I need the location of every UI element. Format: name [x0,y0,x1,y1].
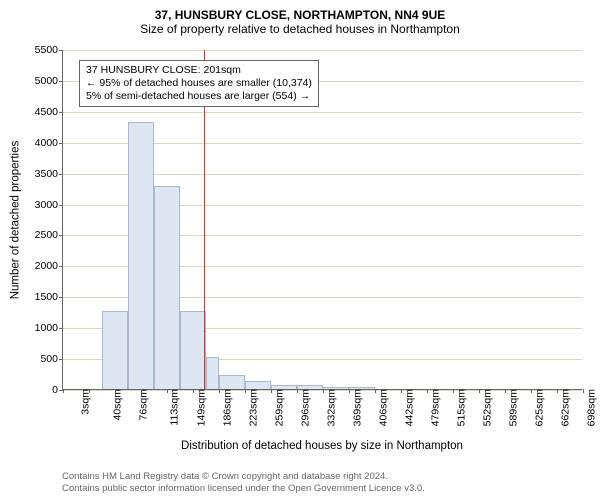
xtick-label: 515sqm [455,389,467,426]
xtick-mark [583,389,584,393]
attribution-footer: Contains HM Land Registry data © Crown c… [62,471,582,494]
chart-subtitle: Size of property relative to detached ho… [0,22,600,36]
ytick-mark [59,359,63,360]
xtick-mark [115,389,116,393]
histogram-bar [128,122,154,389]
ytick-mark [59,112,63,113]
x-axis-label: Distribution of detached houses by size … [62,440,582,452]
xtick-label: 223sqm [247,389,259,426]
ytick-label: 5000 [18,75,58,87]
histogram-bar [219,375,245,389]
annotation-box: 37 HUNSBURY CLOSE: 201sqm ← 95% of detac… [79,60,319,107]
ytick-label: 1500 [18,291,58,303]
xtick-label: 40sqm [112,389,124,421]
gridline [63,112,582,113]
xtick-label: 406sqm [377,389,389,426]
ytick-mark [59,297,63,298]
xtick-label: 479sqm [429,389,441,426]
xtick-mark [193,389,194,393]
xtick-mark [401,389,402,393]
xtick-label: 259sqm [273,389,285,426]
ytick-label: 2000 [18,260,58,272]
xtick-mark [375,389,376,393]
xtick-mark [557,389,558,393]
xtick-mark [167,389,168,393]
footer-line-1: Contains HM Land Registry data © Crown c… [62,471,582,482]
xtick-mark [323,389,324,393]
xtick-mark [297,389,298,393]
xtick-label: 698sqm [585,389,597,426]
gridline [63,50,582,51]
chart-title-address: 37, HUNSBURY CLOSE, NORTHAMPTON, NN4 9UE [0,8,600,22]
xtick-label: 662sqm [559,389,571,426]
ytick-mark [59,235,63,236]
footer-line-2: Contains public sector information licen… [62,483,582,494]
histogram-bar [102,311,128,389]
xtick-label: 369sqm [351,389,363,426]
xtick-mark [141,389,142,393]
ytick-label: 3500 [18,168,58,180]
xtick-mark [89,389,90,393]
xtick-label: 149sqm [195,389,207,426]
xtick-mark [271,389,272,393]
histogram-bar [206,357,219,389]
xtick-label: 442sqm [403,389,415,426]
annotation-smaller: ← 95% of detached houses are smaller (10… [86,77,312,90]
xtick-mark [479,389,480,393]
ytick-mark [59,81,63,82]
ytick-label: 0 [18,384,58,396]
ytick-mark [59,143,63,144]
plot-area: 0500100015002000250030003500400045005000… [62,50,582,390]
ytick-label: 5500 [18,44,58,56]
xtick-mark [245,389,246,393]
xtick-label: 76sqm [138,389,150,421]
xtick-mark [453,389,454,393]
xtick-label: 296sqm [299,389,311,426]
property-size-chart: 37, HUNSBURY CLOSE, NORTHAMPTON, NN4 9UE… [0,8,600,453]
xtick-mark [427,389,428,393]
ytick-label: 500 [18,353,58,365]
xtick-label: 589sqm [507,389,519,426]
xtick-mark [531,389,532,393]
ytick-mark [59,328,63,329]
ytick-mark [59,266,63,267]
annotation-larger: 5% of semi-detached houses are larger (5… [86,90,312,103]
ytick-label: 3000 [18,199,58,211]
ytick-mark [59,205,63,206]
xtick-label: 332sqm [325,389,337,426]
ytick-label: 1000 [18,322,58,334]
histogram-bar [180,311,206,389]
histogram-bar [245,381,271,389]
ytick-mark [59,50,63,51]
ytick-label: 2500 [18,229,58,241]
xtick-label: 186sqm [221,389,233,426]
xtick-label: 552sqm [481,389,493,426]
y-axis-label: Number of detached properties [8,50,22,390]
ytick-mark [59,174,63,175]
annotation-property: 37 HUNSBURY CLOSE: 201sqm [86,64,312,77]
xtick-mark [219,389,220,393]
xtick-mark [505,389,506,393]
xtick-mark [349,389,350,393]
ytick-label: 4000 [18,137,58,149]
xtick-mark [63,389,64,393]
xtick-label: 113sqm [169,389,181,426]
xtick-label: 625sqm [533,389,545,426]
histogram-bar [154,186,180,389]
ytick-label: 4500 [18,106,58,118]
